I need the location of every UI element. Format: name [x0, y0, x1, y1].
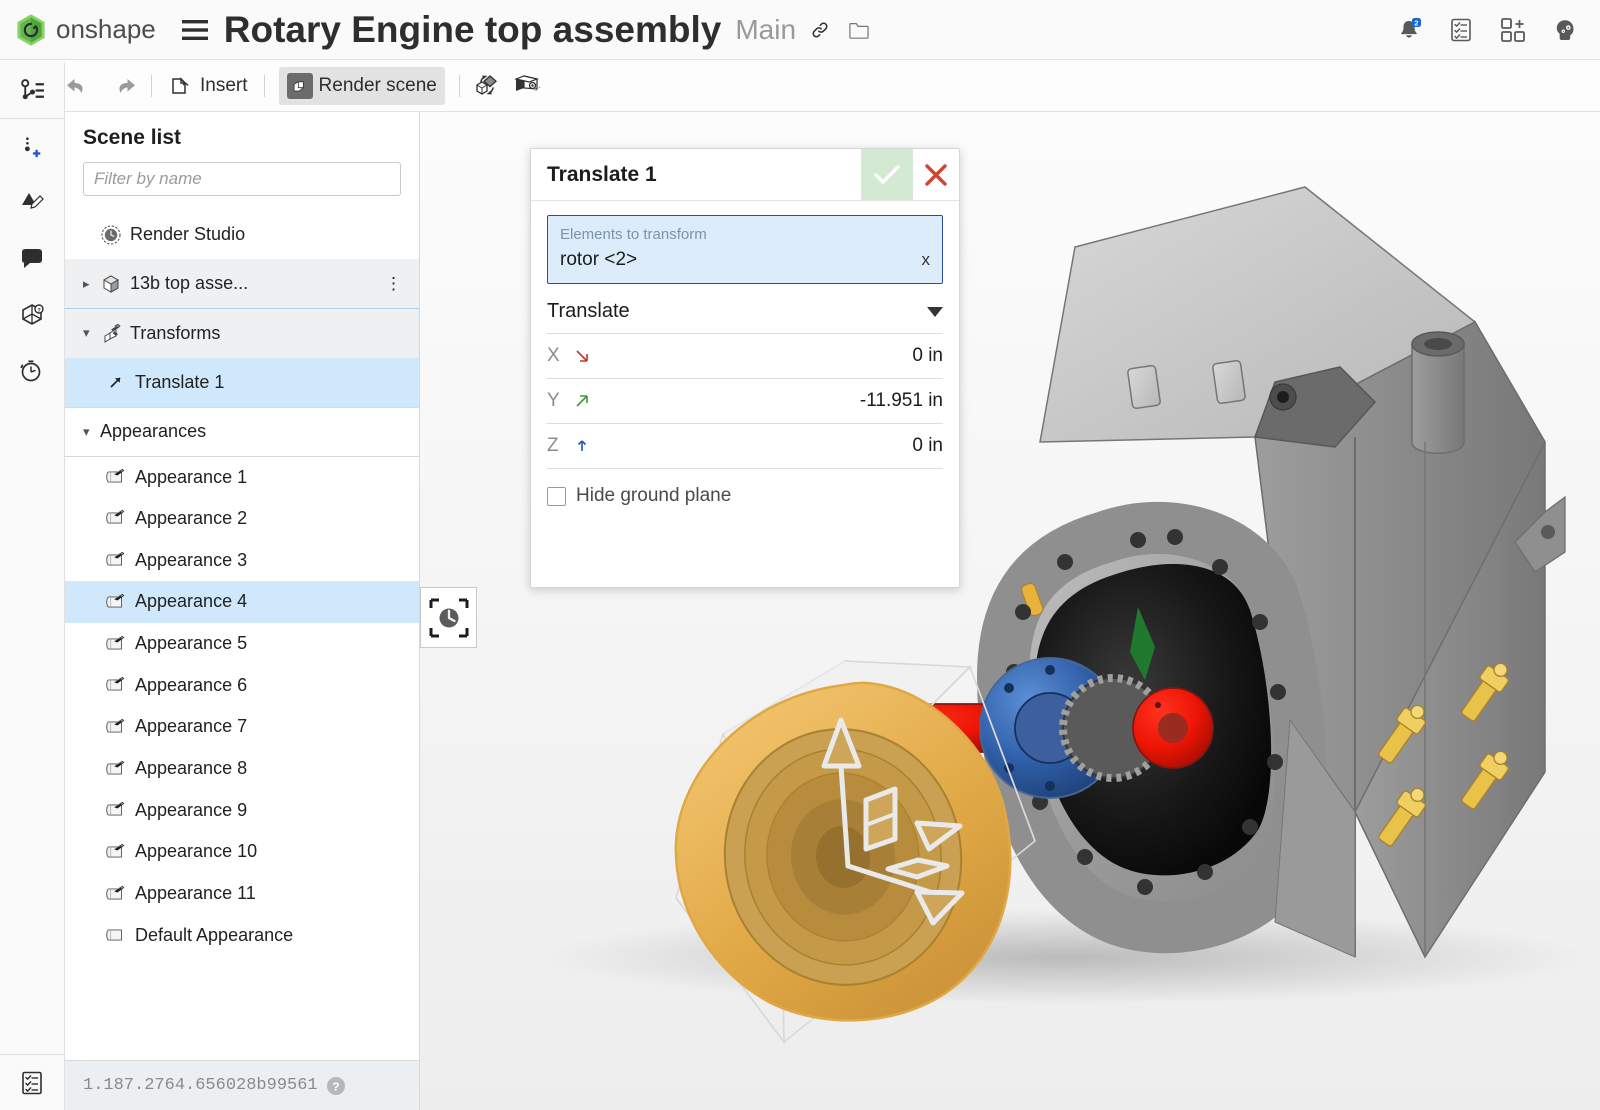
svg-text:?: ?	[332, 1080, 339, 1094]
svg-text:2: 2	[1414, 18, 1418, 27]
